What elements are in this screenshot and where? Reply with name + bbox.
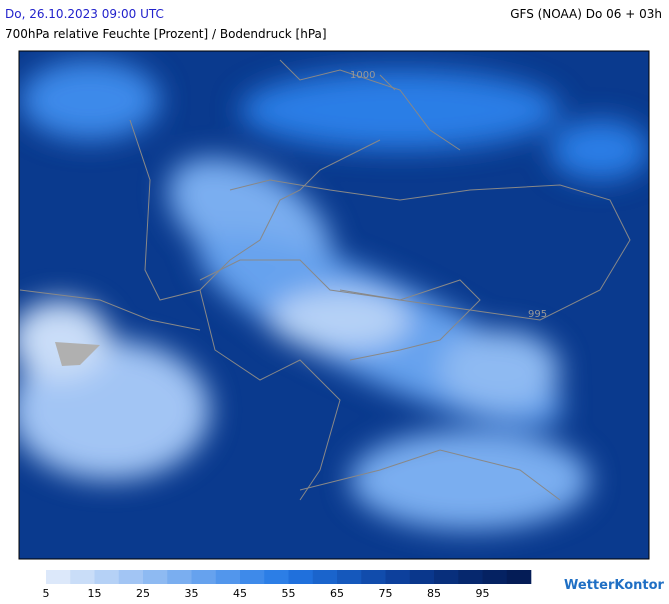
date: Do, 26.10.2023 09:00 UTC bbox=[5, 7, 164, 21]
legend-swatch bbox=[240, 570, 265, 584]
legend-swatch bbox=[288, 570, 314, 584]
legend-label: 25 bbox=[136, 587, 150, 600]
legend-swatch bbox=[434, 570, 459, 584]
legend-swatch bbox=[191, 570, 217, 584]
legend-swatch bbox=[167, 570, 192, 584]
legend-swatch bbox=[385, 570, 411, 584]
legend-swatch bbox=[215, 570, 241, 584]
legend-label: 55 bbox=[282, 587, 296, 600]
legend-swatch bbox=[46, 570, 71, 584]
legend-swatch bbox=[458, 570, 483, 584]
legend-swatch bbox=[361, 570, 386, 584]
legend-swatch bbox=[482, 570, 508, 584]
model: GFS (NOAA) Do 06 + 03h bbox=[510, 7, 662, 21]
legend-swatch bbox=[312, 570, 338, 584]
legend-swatch bbox=[143, 570, 168, 584]
legend-swatch bbox=[94, 570, 120, 584]
legend-swatch bbox=[118, 570, 144, 584]
isobar-label: 1000 bbox=[350, 70, 375, 81]
legend-swatch bbox=[337, 570, 362, 584]
legend-label: 85 bbox=[427, 587, 441, 600]
legend-label: 15 bbox=[88, 587, 102, 600]
legend-swatch bbox=[70, 570, 95, 584]
legend-label: 75 bbox=[379, 587, 393, 600]
legend-label: 45 bbox=[233, 587, 247, 600]
legend-swatch bbox=[264, 570, 289, 584]
map-frame bbox=[18, 50, 650, 560]
isobar-label: 995 bbox=[528, 309, 547, 320]
legend: 5 15 25 35 45 55 65 75 85 95 bbox=[43, 570, 532, 600]
logo: WetterKontor bbox=[564, 578, 665, 593]
legend-label: 5 bbox=[43, 587, 50, 600]
legend-label: 95 bbox=[476, 587, 490, 600]
subtitle: 700hPa relative Feuchte [Prozent] / Bode… bbox=[5, 27, 327, 41]
map bbox=[19, 51, 649, 559]
legend-label: 65 bbox=[330, 587, 344, 600]
legend-swatch bbox=[409, 570, 435, 584]
legend-swatch bbox=[506, 570, 532, 584]
legend-label: 35 bbox=[185, 587, 199, 600]
